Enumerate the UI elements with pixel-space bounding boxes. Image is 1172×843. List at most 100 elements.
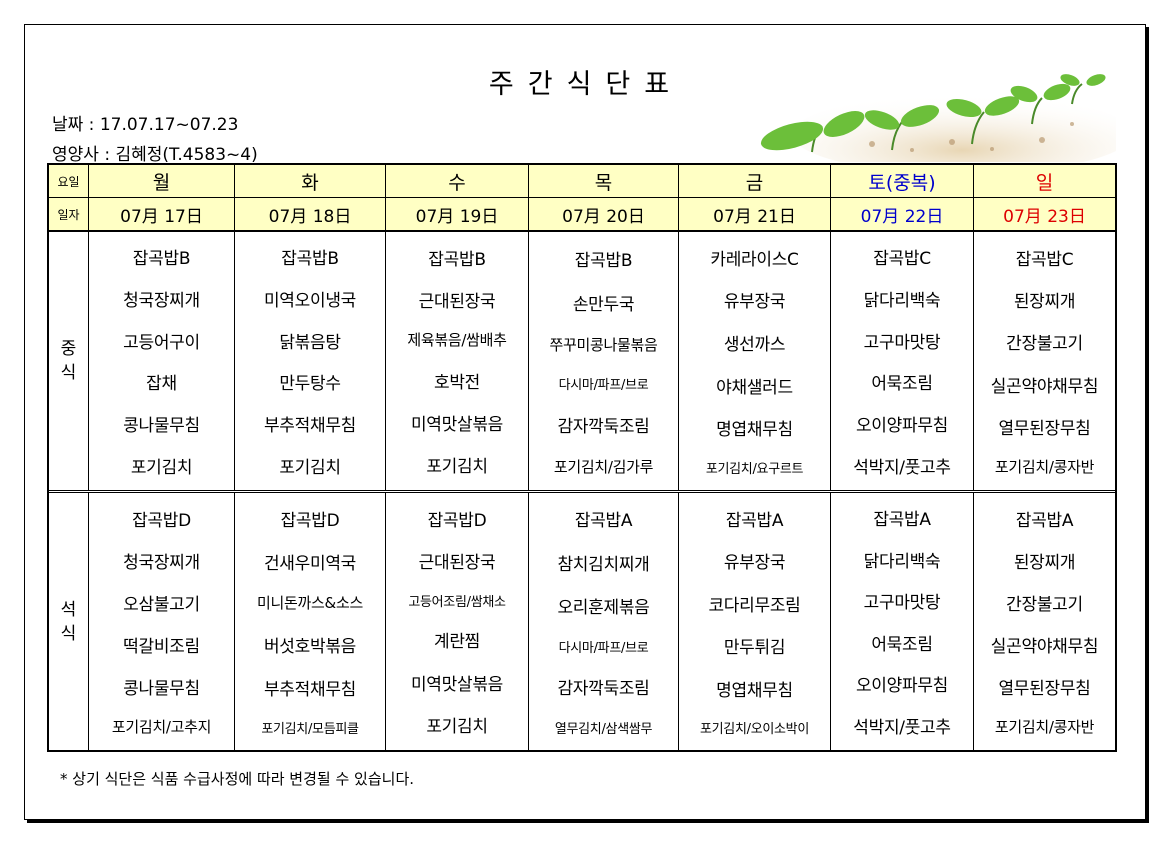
menu-item: 잡곡밥C (873, 249, 931, 270)
menu-item: 포기김치/오이소박이 (699, 722, 810, 738)
menu-item: 잡곡밥A (574, 511, 633, 532)
menu-item: 명엽채무침 (716, 420, 793, 441)
lunch-menu-tuesday: 잡곡밥B 미역오이냉국 닭볶음탕 만두탕수 부추적채무침 포기김치 (235, 232, 386, 490)
menu-item: 고등어조림/쌈채소 (408, 594, 506, 610)
menu-item: 청국장찌개 (123, 290, 200, 311)
menu-item: 유부장국 (723, 292, 786, 313)
menu-item: 실곤약야채무침 (990, 637, 1099, 658)
menu-item: 오삼불고기 (123, 594, 200, 615)
menu-item: 부추적채무침 (263, 415, 357, 436)
menu-item: 오이양파무침 (855, 415, 949, 436)
menu-item: 야채샐러드 (716, 377, 793, 398)
menu-item: 잡곡밥A (1015, 510, 1074, 531)
dinner-section: 석 식 잡곡밥D 청국장찌개 오삼불고기 떡갈비조림 콩나물무침 포기김치/고추지 잡곡밥D 건… (49, 493, 1115, 750)
menu-item: 잡곡밥D (427, 510, 487, 531)
menu-item: 생선까스 (723, 335, 786, 356)
menu-item: 석박지/풋고추 (853, 457, 951, 478)
menu-item: 잡곡밥A (725, 510, 784, 531)
menu-item: 잡곡밥C (1015, 249, 1074, 270)
date-thursday: 07月 20日 (529, 198, 679, 230)
date-friday: 07月 21日 (679, 198, 831, 230)
date-sunday: 07月 23日 (1003, 206, 1086, 227)
dinner-menu-monday: 잡곡밥D 청국장찌개 오삼불고기 떡갈비조림 콩나물무침 포기김치/고추지 (89, 493, 235, 750)
menu-item: 잡곡밥D (132, 510, 191, 531)
sprouts-illustration (760, 74, 1116, 162)
day-thursday: 목 (529, 165, 679, 197)
dinner-menu-sunday: 잡곡밥A 된장찌개 간장불고기 실곤약야채무침 열무된장무침 포기김치/콩자반 (974, 493, 1115, 750)
menu-item: 부추적채무침 (263, 679, 357, 700)
menu-item: 제육볶음/쌈배추 (407, 331, 507, 350)
lunch-label: 중 식 (49, 232, 89, 490)
date-monday: 07月 17日 (89, 198, 235, 230)
day-tuesday: 화 (235, 165, 386, 197)
menu-item: 잡곡밥B (428, 249, 486, 270)
menu-item: 잡곡밥B (132, 249, 191, 270)
menu-item: 포기김치 (426, 457, 488, 478)
menu-item: 고구마맛탕 (863, 332, 941, 353)
menu-item: 간장불고기 (1006, 334, 1083, 355)
lunch-section: 중 식 잡곡밥B 청국장찌개 고등어구이 잡채 콩나물무침 포기김치 잡곡밥B 미역오이냉국 닭볶… (49, 232, 1115, 493)
menu-item: 된장찌개 (1013, 291, 1076, 312)
menu-item: 청국장찌개 (123, 552, 200, 573)
menu-item: 실곤약야채무침 (990, 376, 1099, 397)
menu-item: 잡곡밥D (280, 511, 340, 532)
menu-item: 감자깍둑조림 (557, 416, 650, 437)
menu-item: 버섯호박볶음 (263, 636, 357, 657)
menu-item: 포기김치/김가루 (553, 457, 654, 476)
menu-item: 된장찌개 (1013, 552, 1076, 573)
menu-item: 닭다리백숙 (863, 551, 941, 572)
menu-item: 코다리무조림 (708, 595, 801, 616)
menu-item: 미역맛살볶음 (410, 674, 504, 695)
menu-item: 고등어구이 (123, 332, 200, 353)
weekly-menu-table: 요일 월 화 수 목 금 토(중복) 일 일자 07月 17日 07月 18日 … (47, 163, 1117, 752)
lunch-menu-monday: 잡곡밥B 청국장찌개 고등어구이 잡채 콩나물무침 포기김치 (89, 232, 235, 490)
menu-item: 포기김치/고추지 (111, 718, 212, 737)
menu-item: 콩나물무침 (123, 679, 200, 700)
menu-item: 카레라이스C (710, 249, 799, 270)
menu-item: 포기김치/요구르트 (705, 462, 804, 478)
menu-item: 열무김치/삼색쌈무 (554, 721, 653, 737)
menu-item: 건새우미역국 (263, 554, 357, 575)
day-sunday: 일 (1035, 171, 1054, 194)
menu-item: 오이양파무침 (855, 676, 949, 697)
menu-item: 열무된장무침 (998, 679, 1091, 700)
menu-item: 유부장국 (723, 553, 786, 574)
menu-item: 어묵조림 (871, 374, 933, 395)
menu-item: 계란찜 (433, 632, 481, 653)
menu-item: 석박지/풋고추 (853, 717, 951, 738)
menu-item: 근대된장국 (418, 553, 496, 574)
menu-item: 손만두국 (572, 294, 635, 315)
menu-item: 간장불고기 (1006, 594, 1083, 615)
menu-item: 만두탕수 (279, 374, 341, 395)
menu-item: 감자깍둑조림 (557, 679, 650, 700)
menu-item: 다시마/파프/브로 (558, 377, 649, 393)
dietitian-info: 영양사 : 김혜정(T.4583~4) (52, 145, 258, 165)
weekday-header-row: 요일 월 화 수 목 금 토(중복) 일 (49, 165, 1115, 198)
date-wednesday: 07月 19日 (386, 198, 529, 230)
lunch-menu-wednesday: 잡곡밥B 근대된장국 제육볶음/쌈배추 호박전 미역맛살볶음 포기김치 (386, 232, 529, 490)
menu-item: 잡채 (146, 374, 177, 395)
menu-item: 만두튀김 (723, 638, 786, 659)
dinner-menu-friday: 잡곡밥A 유부장국 코다리무조림 만두튀김 명엽채무침 포기김치/오이소박이 (679, 493, 831, 750)
menu-item: 쭈꾸미콩나물볶음 (549, 335, 658, 354)
menu-item: 참치김치찌개 (557, 554, 650, 575)
menu-item: 닭다리백숙 (863, 290, 941, 311)
menu-item: 포기김치 (279, 457, 341, 478)
date-saturday: 07月 22日 (831, 198, 974, 230)
menu-item: 고구마맛탕 (863, 593, 941, 614)
menu-item: 잡곡밥B (574, 250, 633, 271)
lunch-menu-sunday: 잡곡밥C 된장찌개 간장불고기 실곤약야채무침 열무된장무침 포기김치/콩자반 (974, 232, 1115, 490)
menu-item: 오리훈제볶음 (557, 598, 650, 619)
menu-item: 미니돈까스&소스 (257, 594, 363, 613)
menu-item: 다시마/파프/브로 (558, 640, 649, 656)
menu-item: 포기김치 (426, 717, 488, 738)
menu-item: 미역맛살볶음 (410, 414, 504, 435)
menu-item: 포기김치/콩자반 (994, 458, 1095, 477)
menu-item: 포기김치 (130, 457, 193, 478)
day-saturday: 토(중복) (831, 165, 974, 197)
dinner-label: 석 식 (49, 493, 89, 750)
menu-item: 근대된장국 (418, 291, 496, 312)
